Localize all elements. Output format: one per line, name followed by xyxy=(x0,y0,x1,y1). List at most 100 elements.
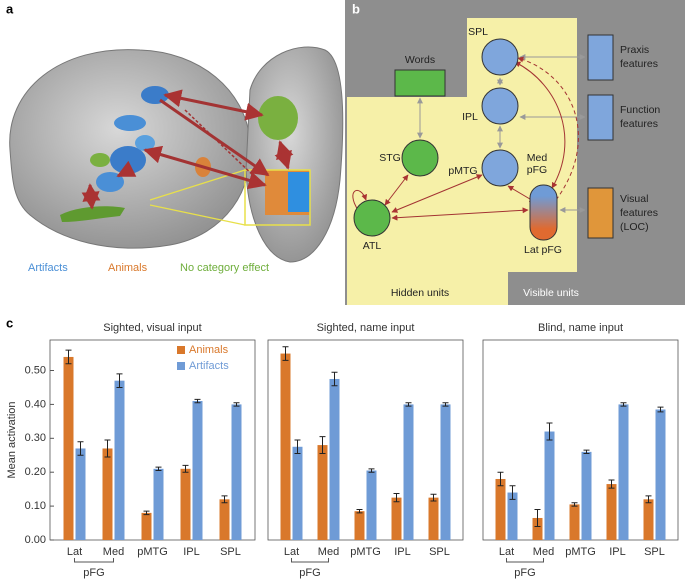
node xyxy=(529,184,558,241)
y-axis-label: Mean activation xyxy=(6,401,18,478)
bar xyxy=(329,378,340,540)
link xyxy=(517,56,579,201)
panel-label: a xyxy=(6,1,14,16)
node-label: IPL xyxy=(462,111,478,123)
group-label: pFG xyxy=(299,567,320,579)
bar xyxy=(544,431,555,540)
inset-box xyxy=(244,169,311,226)
plot-frame xyxy=(482,339,679,541)
x-tick-label: Lat xyxy=(67,546,82,558)
arrow xyxy=(143,145,267,190)
chart-title: Blind, name input xyxy=(538,322,623,334)
chart-title: Sighted, visual input xyxy=(103,322,201,334)
error-bar xyxy=(534,508,541,527)
legend-label: Artifacts xyxy=(28,262,68,274)
legend-label: Artifacts xyxy=(189,360,229,372)
legend-label: No category effect xyxy=(180,262,269,274)
bar xyxy=(366,470,377,540)
bar xyxy=(391,497,402,540)
feature-label: features xyxy=(620,58,658,70)
blob xyxy=(141,86,169,104)
error-bar xyxy=(104,439,111,458)
bar xyxy=(153,468,164,540)
error-bar xyxy=(608,479,615,489)
error-bar xyxy=(155,466,162,472)
bar xyxy=(495,478,506,540)
bar xyxy=(618,404,629,540)
bar xyxy=(643,499,654,540)
y-tick-label: 0.00 xyxy=(25,534,46,546)
bar xyxy=(354,511,365,540)
self-loop xyxy=(352,189,368,211)
error-bar xyxy=(442,402,449,407)
region-label: Hidden units xyxy=(391,287,449,299)
bar xyxy=(219,499,230,540)
legend-label: Animals xyxy=(108,262,148,274)
x-tick-label: pMTG xyxy=(350,546,381,558)
arrow xyxy=(81,183,101,210)
blob xyxy=(90,153,110,167)
error-bar xyxy=(282,346,289,361)
y-tick-label: 0.20 xyxy=(25,466,46,478)
feature-label: Visual xyxy=(620,193,648,205)
node-label: SPL xyxy=(468,26,488,38)
panel-c: c Sighted, visual input Mean activation 0.… xyxy=(6,315,679,579)
error-bar xyxy=(393,493,400,503)
bar xyxy=(192,401,203,540)
bar xyxy=(440,404,451,540)
error-bar xyxy=(405,402,412,407)
node-label: ATL xyxy=(363,240,382,252)
group-bracket xyxy=(291,558,329,563)
bar xyxy=(532,517,543,540)
error-bar xyxy=(143,510,150,516)
panel-label: c xyxy=(6,315,13,330)
node xyxy=(481,38,519,76)
x-tick-label: Lat xyxy=(284,546,299,558)
y-tick-label: 0.10 xyxy=(25,500,46,512)
blob xyxy=(96,172,124,192)
error-bar xyxy=(65,349,72,365)
error-bar xyxy=(182,464,189,473)
bar xyxy=(317,445,328,540)
feature-box xyxy=(587,34,614,81)
error-bar xyxy=(194,398,201,404)
x-tick-label: IPL xyxy=(183,546,200,558)
bar xyxy=(606,484,617,540)
words-box xyxy=(394,69,446,97)
bar xyxy=(75,448,86,540)
link xyxy=(514,61,566,189)
blob xyxy=(60,206,125,222)
panel-a: a Artifacts Animals No category effect xyxy=(6,1,344,274)
link xyxy=(391,207,529,221)
legend-swatch xyxy=(177,362,185,370)
link xyxy=(391,174,483,213)
error-bar xyxy=(77,441,84,456)
feature-label: features xyxy=(620,207,658,219)
chart-title: Sighted, name input xyxy=(317,322,415,334)
bar xyxy=(403,404,414,540)
x-tick-label: Med xyxy=(318,546,339,558)
error-bar xyxy=(645,495,652,504)
bar xyxy=(231,404,242,540)
x-tick-label: pMTG xyxy=(565,546,596,558)
error-bar xyxy=(546,422,553,441)
error-bar xyxy=(583,449,590,455)
x-tick-label: IPL xyxy=(609,546,626,558)
feature-label: Praxis xyxy=(620,44,649,56)
legend-label: Animals xyxy=(189,344,229,356)
legend-swatch xyxy=(177,346,185,354)
feature-label: Function xyxy=(620,104,660,116)
error-bar xyxy=(657,406,664,413)
y-tick-label: 0.40 xyxy=(25,398,46,410)
blob xyxy=(114,115,146,131)
group-bracket xyxy=(506,558,544,563)
error-bar xyxy=(319,436,326,455)
bar xyxy=(581,451,592,540)
node-label: pMTG xyxy=(448,165,477,177)
blob xyxy=(288,172,310,212)
panel-label: b xyxy=(352,1,360,16)
feature-label: (LOC) xyxy=(620,221,649,233)
arrow xyxy=(163,89,264,121)
node-label: Lat pFG xyxy=(524,244,562,256)
